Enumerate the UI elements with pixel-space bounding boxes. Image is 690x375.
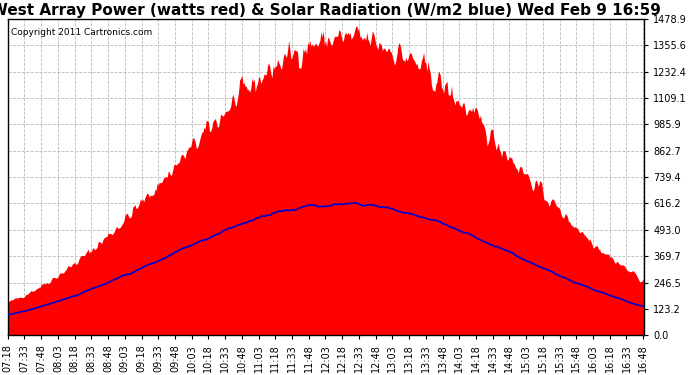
Text: Copyright 2011 Cartronics.com: Copyright 2011 Cartronics.com [11, 28, 152, 38]
Title: West Array Power (watts red) & Solar Radiation (W/m2 blue) Wed Feb 9 16:59: West Array Power (watts red) & Solar Rad… [0, 3, 661, 18]
